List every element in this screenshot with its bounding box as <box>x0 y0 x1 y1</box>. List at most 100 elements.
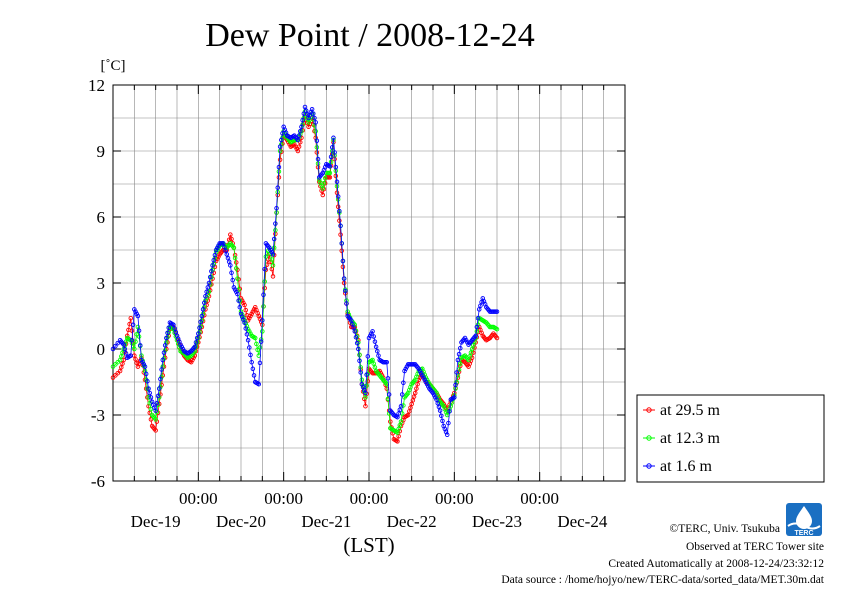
data-point <box>330 145 335 150</box>
data-point <box>475 322 481 328</box>
data-point <box>148 395 154 400</box>
data-point <box>385 376 391 381</box>
data-point <box>338 223 343 229</box>
legend-swatch-marker <box>646 407 652 413</box>
observed-text: Observed at TERC Tower site <box>686 541 824 553</box>
legend-swatch-marker <box>646 435 652 441</box>
data-point <box>113 343 118 349</box>
data-point <box>243 307 248 313</box>
data-point <box>154 401 160 406</box>
data-point <box>230 277 235 283</box>
data-point <box>331 135 336 141</box>
data-point <box>277 157 283 163</box>
data-point <box>327 170 333 176</box>
data-point <box>314 138 320 143</box>
data-point <box>215 245 220 251</box>
data-point <box>417 368 423 374</box>
data-point <box>424 381 430 387</box>
data-point <box>338 232 343 237</box>
data-point <box>252 335 258 341</box>
data-point <box>423 375 429 380</box>
data-point <box>216 243 221 248</box>
data-point <box>235 276 240 281</box>
legend-label: at 1.6 m <box>660 458 713 475</box>
data-point <box>235 291 240 297</box>
data-point <box>322 175 328 181</box>
data-point <box>296 133 302 138</box>
data-point <box>113 362 118 367</box>
data-point <box>155 393 161 399</box>
data-point <box>366 335 372 341</box>
data-point <box>115 359 120 365</box>
data-point <box>213 247 219 253</box>
data-point <box>257 345 263 350</box>
data-point <box>242 302 247 308</box>
data-point <box>148 406 154 412</box>
data-point <box>440 418 445 424</box>
data-point <box>357 358 362 363</box>
data-point <box>212 252 218 258</box>
data-point <box>412 390 418 396</box>
data-point <box>248 313 253 319</box>
data-point <box>262 279 267 284</box>
y-tick-label: -6 <box>91 472 105 491</box>
data-point <box>398 419 404 424</box>
data-point <box>446 420 451 426</box>
chart-title: Dew Point / 2008-12-24 <box>205 17 535 54</box>
data-point <box>313 120 318 125</box>
data-point <box>426 379 431 385</box>
data-point <box>241 300 246 306</box>
data-point <box>209 269 214 274</box>
data-point <box>295 148 301 154</box>
data-point <box>357 352 362 358</box>
data-point <box>261 292 266 297</box>
data-point <box>154 419 160 424</box>
data-point <box>358 370 363 375</box>
data-point <box>437 408 443 413</box>
y-tick-label: 0 <box>97 340 106 359</box>
data-point <box>257 360 263 366</box>
data-point <box>473 333 478 339</box>
data-point <box>159 367 164 372</box>
data-point <box>320 192 326 198</box>
data-point <box>431 392 437 398</box>
data-point <box>148 417 154 422</box>
data-point <box>162 343 168 348</box>
data-point <box>128 353 134 358</box>
data-point <box>327 175 333 180</box>
data-point <box>110 346 116 352</box>
data-point <box>384 359 390 365</box>
data-point <box>312 115 317 121</box>
data-point <box>210 263 215 268</box>
data-point <box>277 144 283 149</box>
data-point <box>166 325 171 330</box>
x-day-label: Dec-23 <box>472 512 522 531</box>
data-point <box>141 362 147 367</box>
logo-text: TERC <box>794 530 813 537</box>
data-point <box>298 139 303 145</box>
data-point <box>242 320 247 325</box>
data-point <box>202 300 207 306</box>
source-text: Data source : /home/hojyo/new/TERC-data/… <box>501 574 824 586</box>
data-point <box>280 135 285 141</box>
data-point <box>376 353 381 358</box>
data-point <box>274 205 279 211</box>
data-point <box>424 377 430 383</box>
data-point <box>328 154 334 160</box>
data-point <box>245 337 251 343</box>
data-point <box>300 122 305 127</box>
data-point <box>129 328 135 333</box>
data-point <box>232 287 238 292</box>
data-point <box>115 370 120 376</box>
data-point <box>270 252 276 257</box>
data-point <box>231 285 237 290</box>
data-point <box>132 346 137 352</box>
series-layer <box>110 104 500 444</box>
data-point <box>494 309 500 314</box>
data-point <box>207 274 213 280</box>
data-point <box>202 304 207 310</box>
data-point <box>156 386 162 391</box>
data-point <box>247 329 252 334</box>
copyright-text: ©TERC, Univ. Tsukuba <box>670 523 780 535</box>
data-point <box>404 364 410 369</box>
